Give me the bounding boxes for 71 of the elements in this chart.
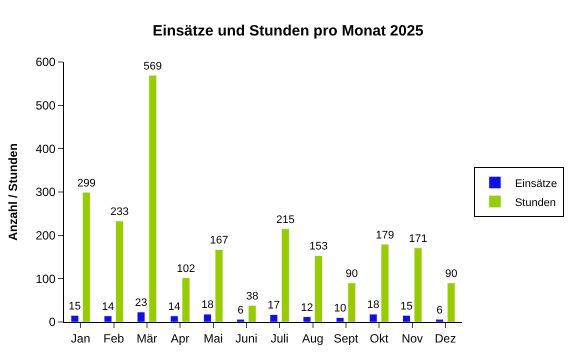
y-axis-title: Anzahl / Stunden xyxy=(6,143,20,241)
data-label: 15 xyxy=(68,300,81,312)
bar xyxy=(348,282,356,322)
data-label: 299 xyxy=(77,177,96,190)
data-label: 18 xyxy=(201,299,214,312)
bar xyxy=(281,228,290,322)
y-tick-label: 600 xyxy=(36,55,56,70)
x-tick-label: Okt xyxy=(370,331,390,346)
bar xyxy=(236,319,245,322)
bar xyxy=(314,255,323,322)
bar xyxy=(380,244,389,322)
data-label: 179 xyxy=(376,229,394,242)
data-label: 569 xyxy=(144,60,162,72)
x-tick-label: Apr xyxy=(170,331,190,346)
bar xyxy=(104,316,112,322)
bar xyxy=(116,220,124,322)
x-tick-label: Sept xyxy=(334,331,359,346)
data-label: 15 xyxy=(400,300,413,312)
bar xyxy=(182,278,190,322)
bar xyxy=(82,192,90,322)
data-label: 233 xyxy=(110,206,129,218)
x-tick-label: Nov xyxy=(402,331,423,346)
data-label: 167 xyxy=(210,234,228,247)
data-label: 12 xyxy=(300,302,314,314)
bar xyxy=(369,314,378,322)
data-label: 171 xyxy=(408,232,428,245)
bar xyxy=(270,314,278,322)
bar xyxy=(447,282,456,322)
data-label: 23 xyxy=(134,297,148,310)
bar xyxy=(402,315,410,322)
data-label: 38 xyxy=(246,290,258,303)
data-label: 215 xyxy=(276,214,295,226)
bar xyxy=(336,317,344,322)
x-tick-label: Aug xyxy=(302,331,324,346)
data-label: 14 xyxy=(168,300,180,313)
y-tick-label: 300 xyxy=(36,185,56,200)
x-tick-label: Juni xyxy=(235,331,258,346)
data-label: 90 xyxy=(445,268,458,280)
bar xyxy=(148,75,157,322)
x-tick-label: Mär xyxy=(136,331,158,346)
bar xyxy=(170,316,178,322)
chart-title: Einsätze und Stunden pro Monat 2025 xyxy=(152,22,424,40)
y-tick-label: 200 xyxy=(36,228,56,243)
x-tick-label: Dez xyxy=(434,331,456,346)
data-label: 10 xyxy=(334,302,346,315)
x-tick-label: Mai xyxy=(204,331,223,346)
bar xyxy=(248,305,256,322)
legend-label: Stunden xyxy=(514,196,556,209)
y-tick-label: 500 xyxy=(36,98,56,113)
legend-label: Einsätze xyxy=(514,178,558,190)
data-label: 14 xyxy=(102,300,114,313)
data-label: 6 xyxy=(238,304,244,316)
data-label: 6 xyxy=(436,304,443,316)
bar xyxy=(414,248,422,322)
bar xyxy=(137,312,146,322)
x-tick-label: Jan xyxy=(70,331,90,346)
data-label: 18 xyxy=(367,299,380,312)
data-label: 102 xyxy=(176,262,196,275)
x-tick-label: Juli xyxy=(270,331,289,346)
bar xyxy=(70,315,79,322)
data-label: 90 xyxy=(346,268,358,280)
data-label: 17 xyxy=(268,300,280,312)
y-tick-label: 0 xyxy=(48,315,56,330)
bar xyxy=(215,249,224,322)
bar xyxy=(302,316,311,322)
bar xyxy=(436,319,444,322)
bar xyxy=(203,314,212,322)
y-tick-label: 400 xyxy=(36,142,56,156)
y-tick-label: 100 xyxy=(36,272,56,286)
data-label: 153 xyxy=(309,240,328,253)
x-tick-label: Feb xyxy=(103,331,124,346)
